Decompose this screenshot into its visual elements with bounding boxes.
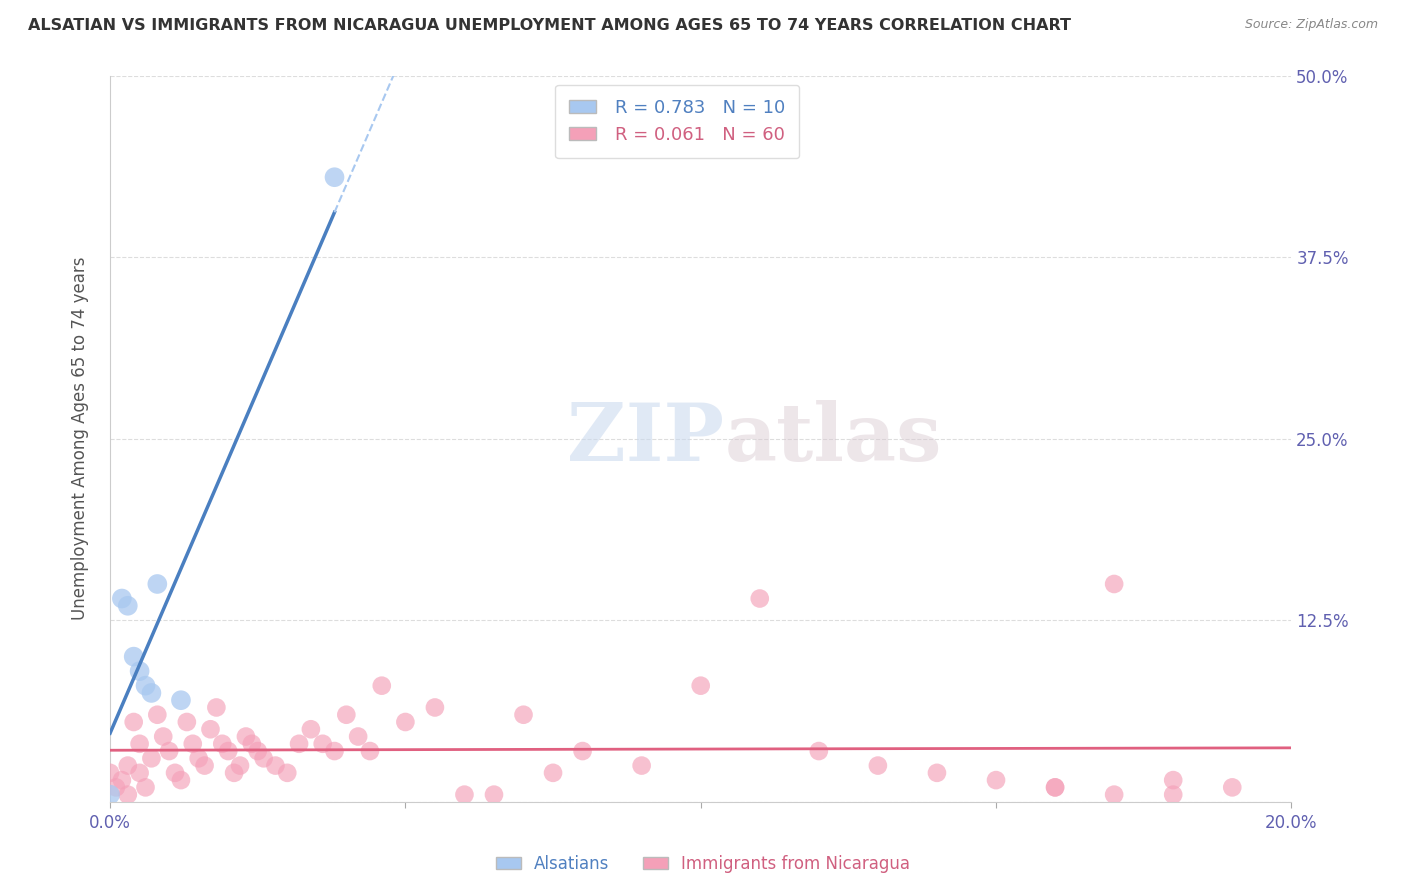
Point xyxy=(122,649,145,664)
Point xyxy=(111,591,134,606)
Point xyxy=(104,780,127,795)
Point xyxy=(541,765,564,780)
Point xyxy=(925,765,948,780)
Point xyxy=(1161,773,1184,788)
Point xyxy=(146,707,169,722)
Point xyxy=(323,170,346,185)
Point xyxy=(453,788,475,802)
Point xyxy=(128,664,150,678)
Point xyxy=(134,780,156,795)
Point xyxy=(482,788,505,802)
Point xyxy=(200,723,222,737)
Point xyxy=(146,577,169,591)
Point xyxy=(359,744,381,758)
Point xyxy=(1102,577,1125,591)
Legend: R = 0.783   N = 10, R = 0.061   N = 60: R = 0.783 N = 10, R = 0.061 N = 60 xyxy=(555,85,799,159)
Point xyxy=(122,714,145,729)
Point xyxy=(423,700,446,714)
Point xyxy=(111,773,134,788)
Point xyxy=(157,744,180,758)
Point xyxy=(117,788,139,802)
Point xyxy=(807,744,830,758)
Point xyxy=(312,737,335,751)
Point xyxy=(630,758,652,772)
Point xyxy=(217,744,239,758)
Point xyxy=(170,693,193,707)
Point xyxy=(394,714,416,729)
Point xyxy=(205,700,228,714)
Point xyxy=(371,679,394,693)
Point xyxy=(866,758,889,772)
Point xyxy=(98,788,121,802)
Point xyxy=(323,744,346,758)
Point xyxy=(571,744,593,758)
Point xyxy=(141,686,163,700)
Point xyxy=(1043,780,1066,795)
Point xyxy=(276,765,298,780)
Point xyxy=(1043,780,1066,795)
Point xyxy=(98,765,121,780)
Point xyxy=(141,751,163,765)
Point xyxy=(224,765,246,780)
Point xyxy=(170,773,193,788)
Point xyxy=(1220,780,1243,795)
Point xyxy=(128,737,150,751)
Point xyxy=(288,737,311,751)
Text: atlas: atlas xyxy=(724,400,942,478)
Point xyxy=(335,707,357,722)
Point xyxy=(117,758,139,772)
Legend: Alsatians, Immigrants from Nicaragua: Alsatians, Immigrants from Nicaragua xyxy=(489,848,917,880)
Point xyxy=(240,737,263,751)
Point xyxy=(689,679,711,693)
Point xyxy=(163,765,186,780)
Point xyxy=(347,730,370,744)
Point xyxy=(134,679,156,693)
Point xyxy=(235,730,257,744)
Point xyxy=(264,758,287,772)
Point xyxy=(253,751,276,765)
Point xyxy=(1102,788,1125,802)
Text: ALSATIAN VS IMMIGRANTS FROM NICARAGUA UNEMPLOYMENT AMONG AGES 65 TO 74 YEARS COR: ALSATIAN VS IMMIGRANTS FROM NICARAGUA UN… xyxy=(28,18,1071,33)
Point xyxy=(748,591,770,606)
Point xyxy=(984,773,1007,788)
Text: ZIP: ZIP xyxy=(568,400,724,478)
Point xyxy=(176,714,198,729)
Point xyxy=(299,723,322,737)
Point xyxy=(181,737,204,751)
Point xyxy=(1161,788,1184,802)
Y-axis label: Unemployment Among Ages 65 to 74 years: Unemployment Among Ages 65 to 74 years xyxy=(72,257,89,621)
Point xyxy=(117,599,139,613)
Point xyxy=(211,737,233,751)
Point xyxy=(194,758,217,772)
Point xyxy=(229,758,252,772)
Point xyxy=(128,765,150,780)
Point xyxy=(187,751,209,765)
Point xyxy=(152,730,174,744)
Point xyxy=(246,744,269,758)
Point xyxy=(512,707,534,722)
Text: Source: ZipAtlas.com: Source: ZipAtlas.com xyxy=(1244,18,1378,31)
